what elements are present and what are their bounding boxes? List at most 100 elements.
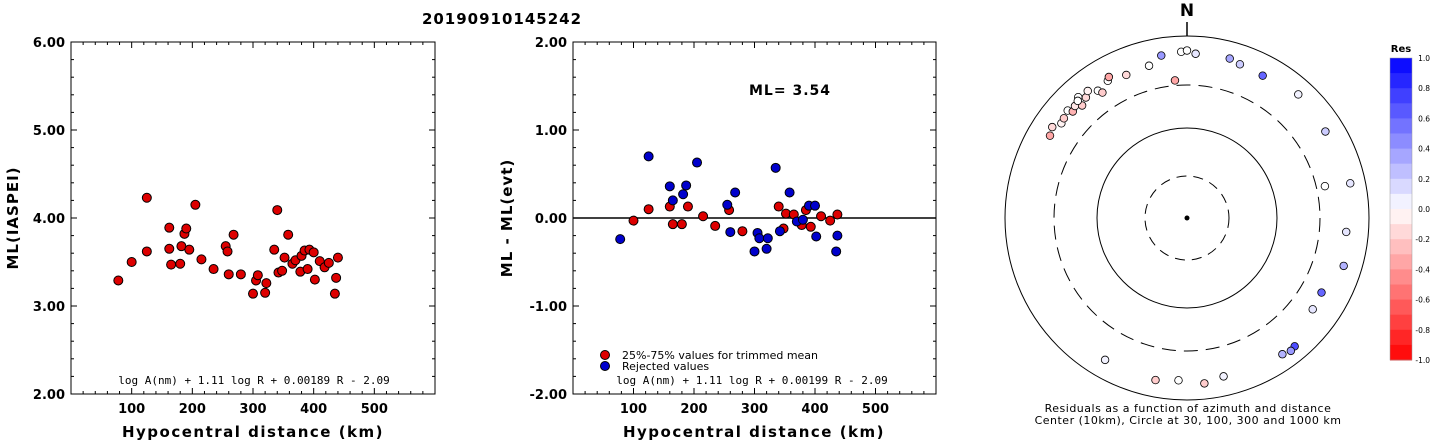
plot2-point-used bbox=[773, 201, 784, 212]
plot1-point bbox=[141, 192, 152, 203]
plot1-ytick-label: 2.00 bbox=[33, 388, 65, 403]
plot1-ticks: 2.00 3.00 4.00 5.00 6.00 100 200 300 400 500 bbox=[33, 36, 436, 417]
colorbar-cell bbox=[1390, 58, 1412, 74]
colorbar-cells bbox=[1389, 57, 1413, 361]
plot1-point bbox=[252, 270, 263, 281]
plot2-xlabel: Hypocentral distance (km) bbox=[623, 423, 885, 441]
ring-30km bbox=[1144, 175, 1230, 261]
plot1-ytick-label: 6.00 bbox=[33, 36, 65, 51]
polar-caption-1: Residuals as a function of azimuth and d… bbox=[1045, 402, 1332, 415]
colorbar-tick-label: -1.0 bbox=[1415, 356, 1430, 365]
polar-point bbox=[1073, 96, 1082, 106]
polar-point bbox=[1059, 114, 1069, 123]
colorbar-cell bbox=[1390, 209, 1412, 225]
plot1-point bbox=[309, 274, 320, 285]
plot2-point-rejected bbox=[643, 151, 654, 162]
polar-point bbox=[1286, 346, 1296, 356]
plot2-point-rejected bbox=[754, 233, 765, 244]
plot2-point-rejected bbox=[722, 199, 733, 210]
colorbar-cell bbox=[1390, 329, 1412, 346]
plot2-xtick-label: 400 bbox=[801, 402, 828, 417]
plot2-formula: log A(nm) + 1.11 log R + 0.00199 R - 2.0… bbox=[616, 374, 888, 387]
plot1-xtick-label: 400 bbox=[300, 402, 327, 417]
colorbar-cell bbox=[1390, 163, 1412, 180]
plot1-point bbox=[166, 259, 177, 270]
plot2-point-rejected bbox=[811, 231, 822, 242]
colorbar-border bbox=[1389, 57, 1413, 361]
colorbar-tick-label: 0.0 bbox=[1418, 205, 1430, 214]
plot2-point-rejected bbox=[730, 187, 741, 198]
colorbar-tick-label: -0.8 bbox=[1415, 326, 1430, 335]
polar-points bbox=[1045, 46, 1355, 388]
polar-point bbox=[1048, 122, 1057, 132]
colorbar-cell bbox=[1390, 239, 1412, 255]
plot1-point bbox=[184, 244, 195, 255]
polar-point bbox=[1170, 76, 1180, 85]
polar-point bbox=[1151, 375, 1160, 385]
plot2-point-used bbox=[682, 201, 693, 212]
plot1-points bbox=[113, 192, 343, 299]
polar-point bbox=[1191, 49, 1200, 58]
plot1-frame bbox=[70, 41, 436, 395]
colorbar-ticks: 1.0 0.8 0.6 0.4 0.2 0.0 -0.2 -0.4 -0.6 -0.8 -1.0 bbox=[1415, 54, 1430, 365]
plot2-ytick-label: -1.00 bbox=[530, 300, 567, 315]
plot2-point-used bbox=[805, 221, 816, 232]
polar-point bbox=[1144, 61, 1154, 70]
plot2-point-rejected bbox=[667, 195, 678, 206]
polar-point bbox=[1098, 88, 1107, 97]
polar-point bbox=[1320, 181, 1330, 191]
polar-point bbox=[1258, 71, 1267, 80]
plot1-point bbox=[329, 288, 340, 299]
colorbar-cell bbox=[1390, 103, 1412, 119]
north-label: N bbox=[1180, 1, 1194, 21]
plot1-ylabel: ML(IASPEI) bbox=[4, 166, 22, 269]
plot1-xtick-label: 300 bbox=[239, 402, 266, 417]
plot2-point-rejected bbox=[831, 246, 842, 257]
colorbar-tick-label: 0.8 bbox=[1418, 84, 1430, 93]
polar-point bbox=[1219, 372, 1228, 381]
plot1-point bbox=[323, 257, 334, 268]
plot2-xtick-label: 300 bbox=[741, 402, 768, 417]
plot1-xtick-label: 200 bbox=[179, 402, 206, 417]
plot1-point bbox=[196, 254, 207, 265]
plot2-point-rejected bbox=[784, 187, 795, 198]
polar-caption-2: Center (10km), Circle at 30, 100, 300 an… bbox=[1035, 414, 1342, 427]
plot2-point-rejected bbox=[692, 157, 703, 168]
colorbar-cell bbox=[1390, 193, 1412, 210]
plot2-point-used bbox=[643, 204, 654, 215]
polar-point bbox=[1235, 60, 1245, 69]
colorbar-tick-label: -0.4 bbox=[1415, 265, 1430, 274]
plot2-point-rejected bbox=[749, 246, 760, 257]
plot2-point-used bbox=[698, 211, 709, 222]
epicenter-dot bbox=[1184, 215, 1190, 221]
plot1-ytick-label: 3.00 bbox=[33, 300, 65, 315]
plot1-point bbox=[248, 288, 258, 299]
colorbar-cell bbox=[1390, 299, 1412, 316]
colorbar-cell bbox=[1390, 269, 1412, 285]
ring-300km bbox=[1053, 84, 1321, 352]
colorbar-cell bbox=[1390, 284, 1412, 301]
colorbar-cell bbox=[1390, 314, 1412, 331]
plot2-point-used bbox=[816, 211, 827, 222]
plot1-point bbox=[126, 257, 137, 267]
plot1-ytick-label: 4.00 bbox=[33, 212, 65, 227]
colorbar-cell bbox=[1390, 254, 1412, 270]
polar-point bbox=[1342, 227, 1351, 237]
plot2-point-used bbox=[628, 215, 639, 226]
residual-colorbar: Res 1.0 0.8 0.6 0.4 0.2 0.0 -0.2 -0.4 -0.6 -0.8 -1… bbox=[1389, 44, 1430, 365]
plot1-point bbox=[332, 252, 343, 263]
colorbar-tick-label: 0.4 bbox=[1418, 145, 1430, 154]
colorbar-cell bbox=[1390, 118, 1412, 134]
polar-point bbox=[1045, 131, 1055, 140]
plot1-point bbox=[269, 244, 280, 255]
polar-point bbox=[1294, 90, 1303, 99]
plot1-formula: log A(nm) + 1.11 log R + 0.00189 R - 2.0… bbox=[118, 374, 390, 387]
polar-point bbox=[1083, 86, 1092, 96]
plot2-point-rejected bbox=[725, 227, 736, 238]
polar-point bbox=[1182, 46, 1192, 55]
plot1-point bbox=[235, 269, 246, 280]
plot2-ticks: -2.00 -1.00 0.00 1.00 2.00 100 200 300 400 500 bbox=[530, 36, 937, 417]
plot2-xtick-label: 200 bbox=[680, 402, 707, 417]
plot2-ytick-label: 1.00 bbox=[535, 124, 567, 139]
